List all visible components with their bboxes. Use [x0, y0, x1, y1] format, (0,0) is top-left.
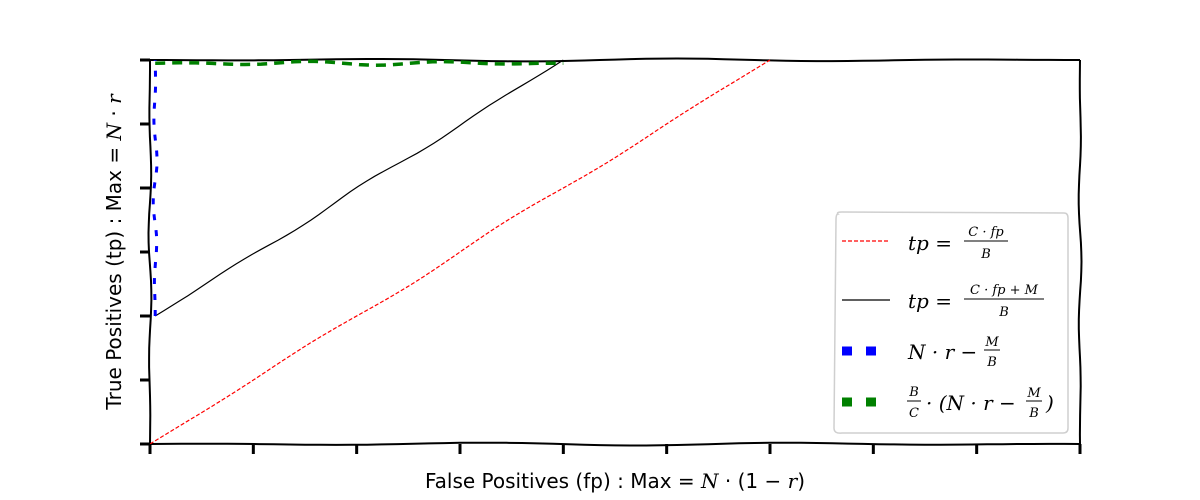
- legend-entry-4-den: B: [1028, 406, 1039, 421]
- legend-entry-4-suffix: ): [1045, 391, 1054, 415]
- legend-entry-1-den: B: [980, 247, 991, 262]
- series-nr-minus-m-over-b: [151, 59, 159, 316]
- y-axis-label: True Positives (tp) : Max = N · r: [102, 93, 126, 411]
- y-axis-ticks: [140, 58, 150, 446]
- legend-entry-4-prefix-den: C: [909, 406, 919, 421]
- x-axis-ticks: [148, 444, 1082, 454]
- legend-entry-2-num: C · fp + M: [970, 283, 1039, 298]
- legend-entry-3-main: N · r −: [907, 340, 977, 364]
- legend-entry-4-num: M: [1026, 386, 1041, 401]
- plot-frame: [147, 57, 1083, 447]
- legend-entry-1-main: tp =: [908, 231, 952, 255]
- legend-entry-2-den: B: [998, 305, 1009, 320]
- legend-entry-1-num: C · fp: [968, 225, 1004, 240]
- series-b-over-c-nr-minus-m-over-b: [155, 59, 564, 67]
- series-tp-c-fp-over-b: [149, 59, 771, 445]
- legend-entry-4-main: · (N · r −: [926, 391, 1016, 415]
- legend-entry-2-main: tp =: [908, 289, 952, 313]
- series-tp-c-fp-plus-m-over-b: [154, 59, 564, 317]
- legend-box: [833, 211, 1069, 434]
- legend: tp = C · fp B tp = C · fp + M B N · r − …: [833, 211, 1069, 434]
- x-axis-label: False Positives (fp) : Max = N · (1 − r): [425, 469, 805, 493]
- legend-entry-2: tp = C · fp + M B: [908, 283, 1044, 320]
- legend-entry-3-den: B: [986, 355, 997, 370]
- legend-entry-3-num: M: [984, 335, 999, 350]
- legend-entry-4-prefix-num: B: [908, 385, 919, 400]
- legend-entry-3: N · r − M B: [907, 335, 1000, 370]
- legend-entry-4: B C · (N · r − M B ): [907, 385, 1054, 421]
- legend-entry-1: tp = C · fp B: [908, 225, 1008, 262]
